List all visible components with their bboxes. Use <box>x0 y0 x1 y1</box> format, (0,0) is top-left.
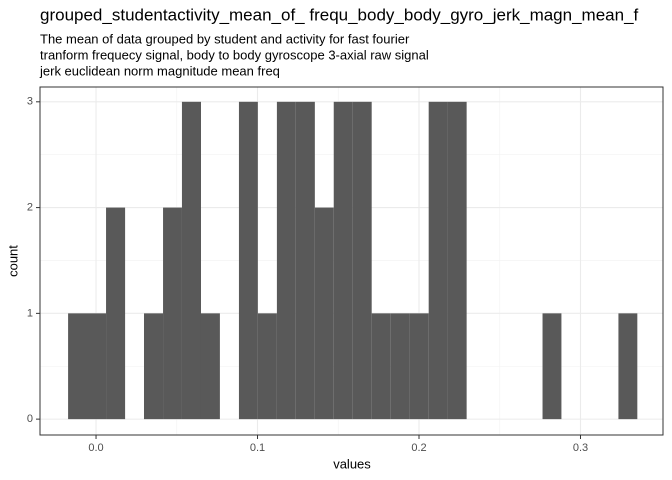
x-tick-label: 0.2 <box>411 442 426 454</box>
bar <box>333 101 353 420</box>
bar <box>447 101 467 420</box>
bar <box>542 313 562 420</box>
x-tick-label: 0.1 <box>250 442 265 454</box>
bar <box>371 313 391 420</box>
chart-subtitle: The mean of data grouped by student and … <box>40 31 410 46</box>
bar <box>106 207 126 420</box>
bar <box>295 101 315 420</box>
bar <box>68 313 87 420</box>
x-axis-title: values <box>333 456 371 471</box>
y-tick-label: 1 <box>27 307 33 319</box>
y-axis-title: count <box>5 245 20 277</box>
y-tick-label: 0 <box>27 413 33 425</box>
chart-subtitle: tranform frequecy signal, body to body g… <box>40 47 429 62</box>
chart-subtitle: jerk euclidean norm magnitude mean freq <box>39 63 280 78</box>
bar <box>257 313 277 420</box>
bar <box>352 101 372 420</box>
bar <box>86 313 107 420</box>
x-tick-label: 0.3 <box>573 442 588 454</box>
bar <box>409 313 429 420</box>
bar <box>314 207 334 420</box>
bar <box>276 101 296 420</box>
bar <box>390 313 410 420</box>
bar <box>238 101 258 420</box>
y-tick-label: 3 <box>27 96 33 108</box>
y-tick-label: 2 <box>27 201 33 213</box>
x-tick-label: 0.0 <box>88 442 103 454</box>
plot-border <box>39 86 664 436</box>
bar <box>181 101 201 420</box>
bar <box>428 101 448 420</box>
bar <box>618 313 638 420</box>
bar <box>163 207 182 420</box>
bar <box>143 313 164 420</box>
chart-title: grouped_studentactivity_mean_of_ frequ_b… <box>40 5 639 24</box>
bar <box>200 313 220 420</box>
